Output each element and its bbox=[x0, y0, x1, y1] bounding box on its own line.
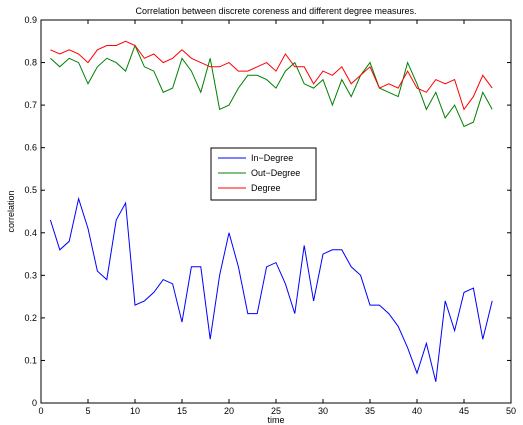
series-lines bbox=[49, 40, 493, 382]
legend-box bbox=[210, 147, 317, 201]
chart-title: Correlation between discrete coreness an… bbox=[136, 6, 417, 16]
axis-ticks: 0 5 10 15 20 25 30 35 40 45 50 0 0.1 0.2 0.3 0.4 0.5 0.6 0… bbox=[24, 15, 516, 416]
legend-label: In−Degree bbox=[251, 153, 293, 163]
y-tick-label: 0.2 bbox=[24, 313, 37, 323]
y-tick-label: 0.4 bbox=[24, 228, 37, 238]
y-tick-label: 0.1 bbox=[24, 355, 37, 365]
x-tick-label: 30 bbox=[318, 406, 328, 416]
y-tick-label: 0.3 bbox=[24, 270, 37, 280]
x-tick-label: 15 bbox=[177, 406, 187, 416]
series-line-1 bbox=[50, 44, 493, 128]
x-axis-label: time bbox=[267, 415, 284, 425]
x-tick-label: 5 bbox=[85, 406, 90, 416]
y-tick-label: 0.6 bbox=[24, 143, 37, 153]
x-tick-label: 10 bbox=[130, 406, 140, 416]
y-tick-label: 0.9 bbox=[24, 15, 37, 25]
series-line-0 bbox=[49, 196, 493, 382]
y-tick-label: 0.5 bbox=[24, 185, 37, 195]
legend: In−Degree Out−Degree Degree bbox=[210, 147, 317, 201]
y-tick-label: 0.7 bbox=[24, 100, 37, 110]
y-tick-label: 0.8 bbox=[24, 58, 37, 68]
x-tick-label: 20 bbox=[224, 406, 234, 416]
x-tick-label: 35 bbox=[365, 406, 375, 416]
legend-label: Out−Degree bbox=[251, 168, 300, 178]
x-tick-label: 40 bbox=[412, 406, 422, 416]
y-axis-label: correlation bbox=[6, 190, 16, 232]
x-tick-label: 50 bbox=[506, 406, 516, 416]
x-tick-label: 45 bbox=[459, 406, 469, 416]
x-tick-label: 0 bbox=[38, 406, 43, 416]
x-tick-label: 25 bbox=[271, 406, 281, 416]
legend-label: Degree bbox=[251, 183, 281, 193]
series-line-2 bbox=[50, 40, 493, 111]
y-tick-label: 0 bbox=[32, 398, 37, 408]
